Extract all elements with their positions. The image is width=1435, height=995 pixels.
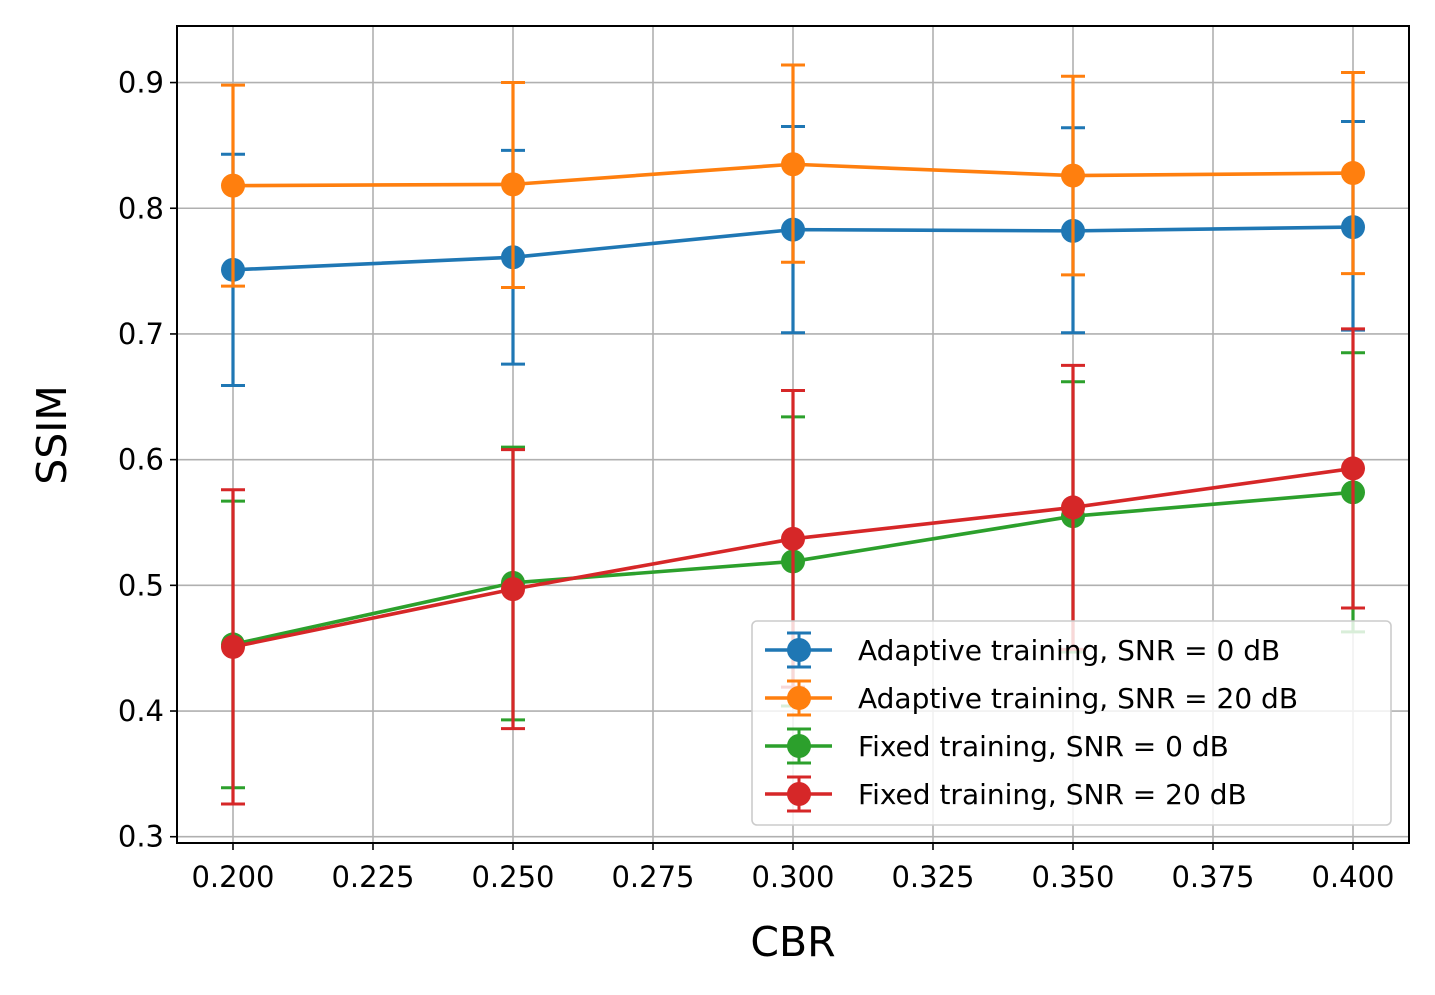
data-point <box>501 577 525 602</box>
series-layer <box>221 63 1365 806</box>
legend-swatch-marker <box>787 638 811 662</box>
y-tick-label: 0.6 <box>118 443 164 477</box>
legend-swatch-marker <box>787 782 811 806</box>
legend-swatch-marker <box>787 686 811 710</box>
y-tick-label: 0.5 <box>118 568 164 602</box>
data-point <box>221 634 245 659</box>
legend-entry: Adaptive training, SNR = 20 dB <box>765 679 1298 717</box>
data-point <box>501 172 525 197</box>
data-point <box>781 526 805 551</box>
y-tick-label: 0.7 <box>118 317 164 351</box>
x-tick-label: 0.400 <box>1311 860 1394 894</box>
legend: Adaptive training, SNR = 0 dB Adaptive tr… <box>751 620 1392 826</box>
x-tick-label: 0.375 <box>1171 860 1254 894</box>
y-tick-label: 0.4 <box>118 694 164 728</box>
data-point <box>1341 161 1365 186</box>
data-point <box>1061 163 1085 188</box>
legend-label: Fixed training, SNR = 20 dB <box>858 778 1247 811</box>
y-tick-label: 0.9 <box>118 66 164 100</box>
legend-label: Adaptive training, SNR = 20 dB <box>858 682 1298 715</box>
series-2 <box>221 63 1365 289</box>
y-tick-label: 0.3 <box>118 820 164 854</box>
x-tick-label: 0.225 <box>331 860 414 894</box>
x-tick-label: 0.300 <box>751 860 834 894</box>
legend-box <box>751 620 1392 826</box>
y-tick-label: 0.8 <box>118 191 164 225</box>
legend-entry: Adaptive training, SNR = 0 dB <box>765 631 1280 669</box>
legend-entry: Fixed training, SNR = 0 dB <box>765 727 1229 765</box>
legend-label: Fixed training, SNR = 0 dB <box>858 730 1229 763</box>
x-tick-label: 0.250 <box>471 860 554 894</box>
data-point <box>1341 456 1365 481</box>
x-tick-label: 0.350 <box>1031 860 1114 894</box>
legend-label: Adaptive training, SNR = 0 dB <box>858 634 1280 667</box>
x-tick-label: 0.200 <box>191 860 274 894</box>
data-point <box>221 173 245 198</box>
x-tick-label: 0.325 <box>891 860 974 894</box>
y-axis-label: SSIM <box>28 385 76 485</box>
x-tick-label: 0.275 <box>611 860 694 894</box>
legend-entry: Fixed training, SNR = 20 dB <box>765 775 1247 813</box>
axes: 0.200 0.225 0.250 0.275 0.300 0.325 0.350 0.375… <box>118 66 1395 894</box>
x-axis-label: CBR <box>750 918 835 966</box>
legend-swatch-marker <box>787 734 811 758</box>
data-point <box>781 152 805 177</box>
data-point <box>1061 495 1085 520</box>
